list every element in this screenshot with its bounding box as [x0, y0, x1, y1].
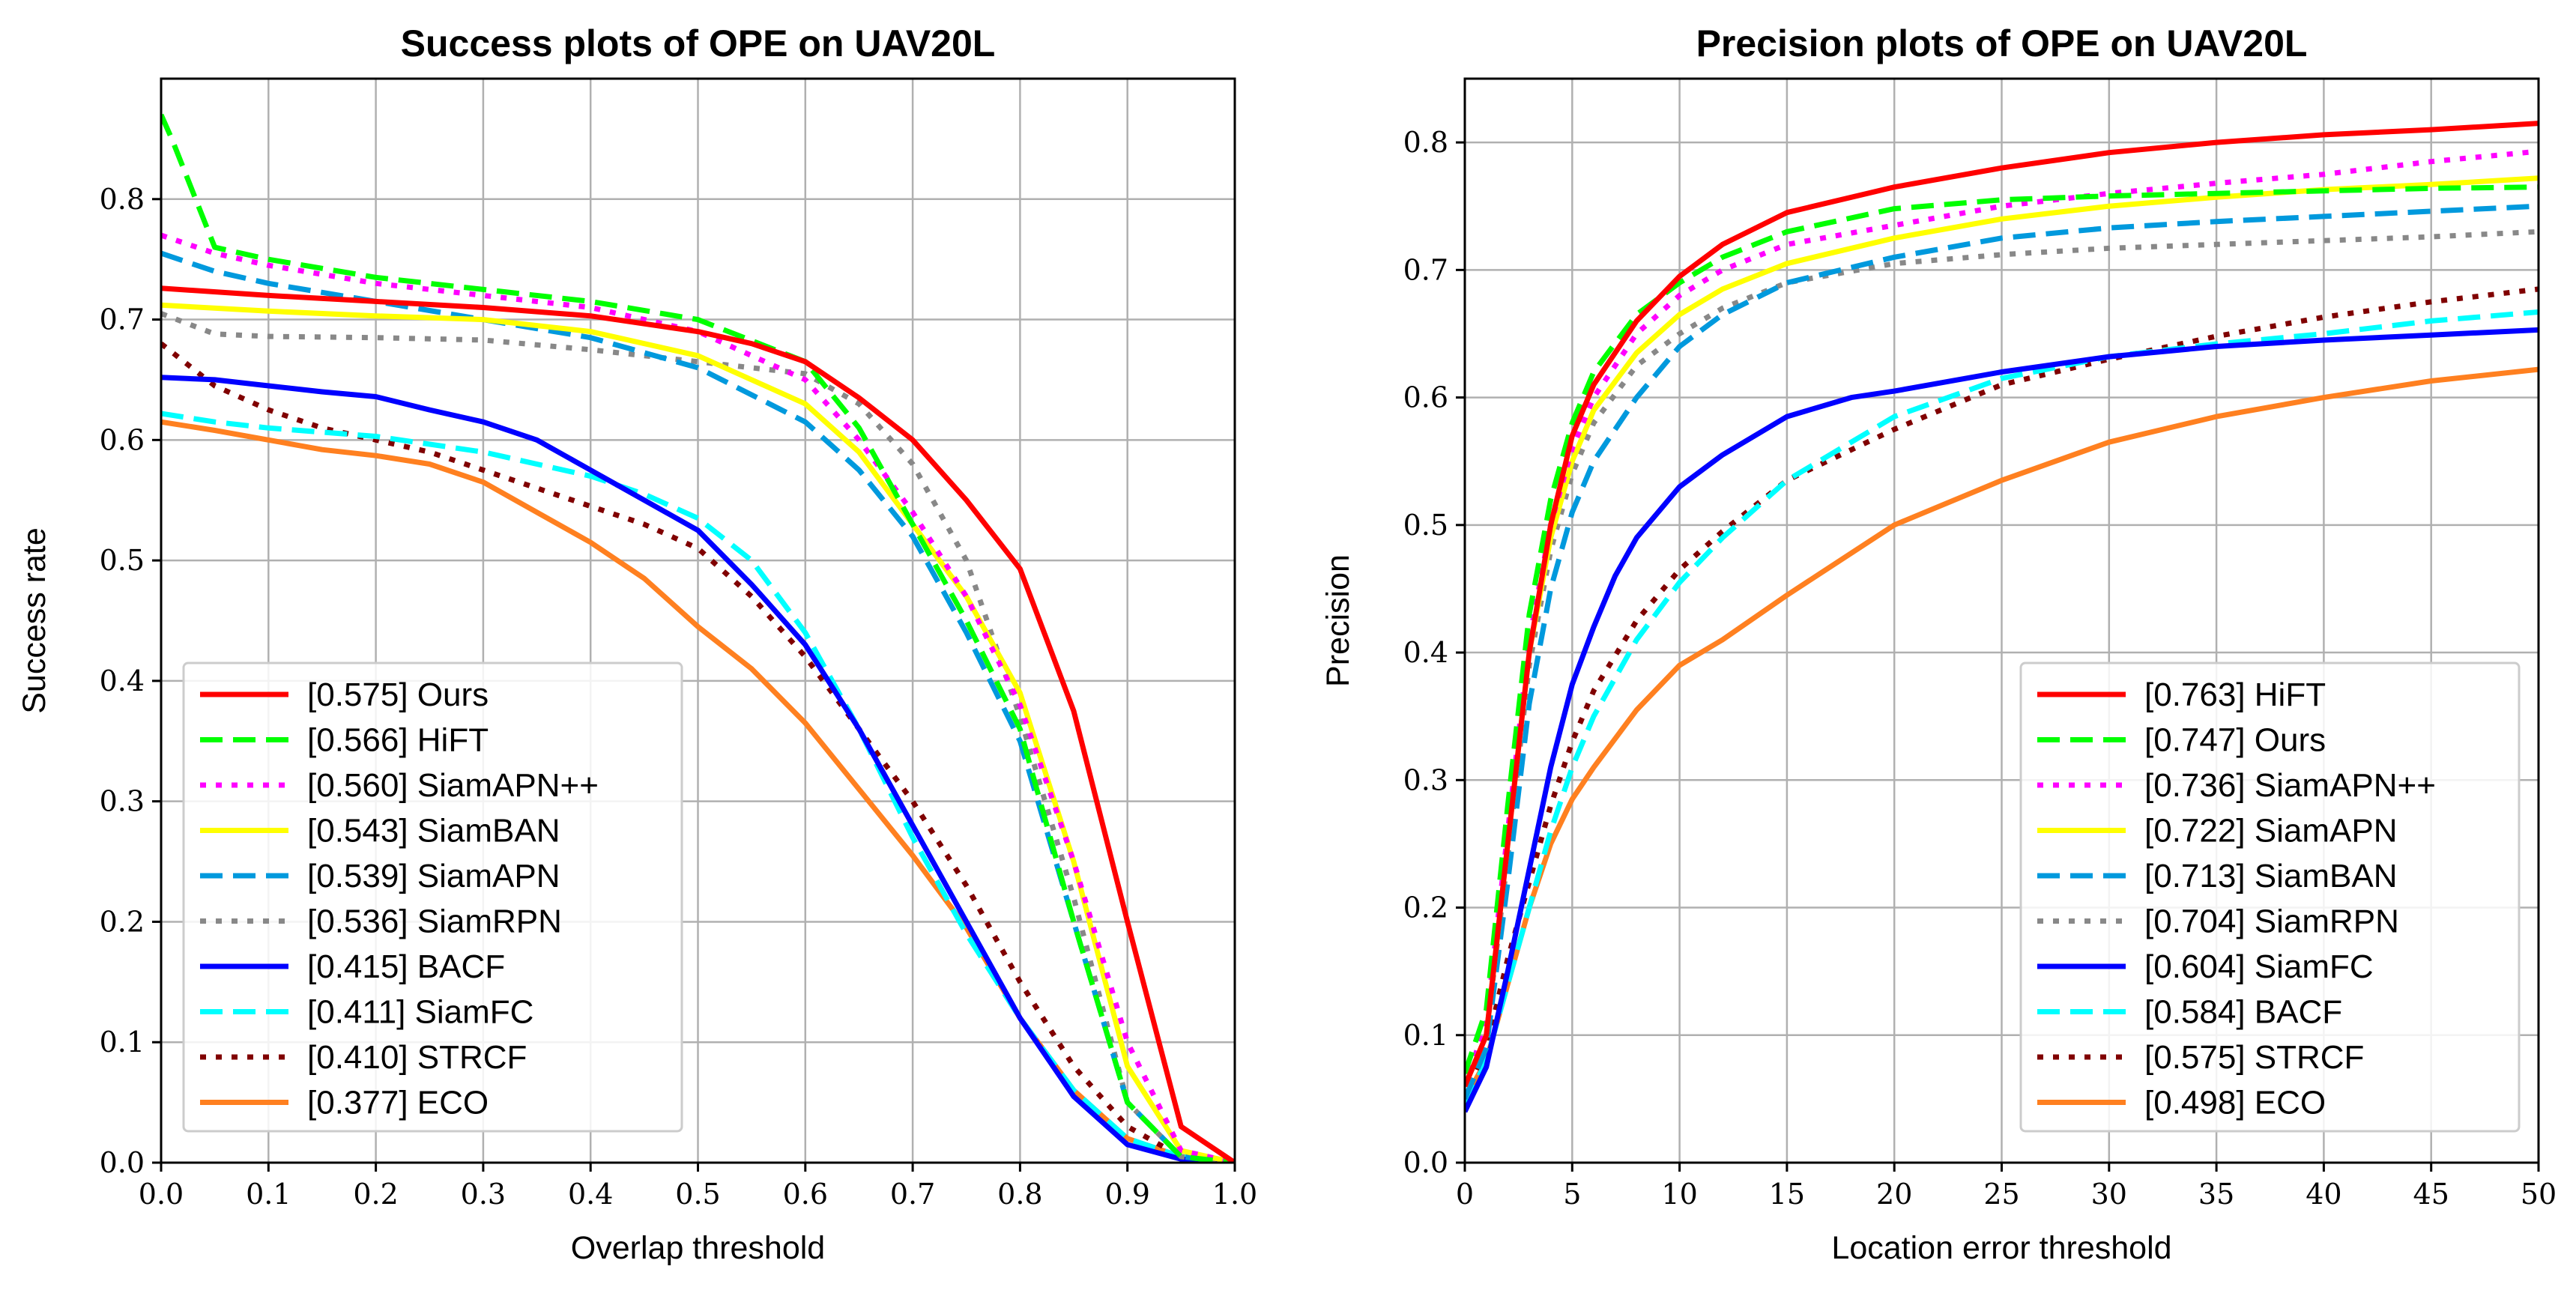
- y-tick-label: 0.6: [100, 423, 145, 456]
- legend-label: [0.498] ECO: [2144, 1085, 2326, 1121]
- y-tick-label: 0.1: [100, 1026, 145, 1059]
- x-tick-label: 0.0: [139, 1178, 184, 1211]
- y-tick-label: 0.1: [1403, 1019, 1448, 1052]
- chart-title: Success plots of OPE on UAV20L: [401, 22, 996, 64]
- y-tick-label: 0.2: [1403, 891, 1448, 924]
- legend-label: [0.722] SiamAPN: [2144, 813, 2398, 850]
- series-line: [1465, 309, 2539, 1106]
- x-tick-label: 0.7: [890, 1178, 935, 1211]
- x-tick-label: 0.1: [246, 1178, 291, 1211]
- y-tick-label: 0.8: [100, 183, 145, 216]
- x-tick-label: 0: [1456, 1178, 1474, 1211]
- x-tick-label: 35: [2198, 1178, 2234, 1211]
- x-tick-label: 0.4: [568, 1178, 613, 1211]
- x-tick-label: 50: [2521, 1178, 2557, 1211]
- legend-label: [0.736] SiamAPN++: [2144, 767, 2436, 804]
- x-tick-label: 10: [1661, 1178, 1697, 1211]
- legend-box: [182, 661, 683, 1133]
- y-tick-label: 0.4: [100, 664, 145, 697]
- success-plot-panel: 0.0 0.1 0.2 0.3 0.4 0.5 0.6 0.7 0.8 0.9 1.0 0.0 0.1 0…: [16, 22, 1257, 1266]
- x-axis-label: Overlap threshold: [571, 1230, 825, 1266]
- y-tick-label: 0.0: [1403, 1146, 1448, 1179]
- precision-plot-panel: 0 5 10 15 20 25 30 35 40 45 50 0.0 0.1 0.2 0.3 0.4 0.5 0.…: [1320, 22, 2557, 1266]
- legend-label: [0.575] STRCF: [2144, 1039, 2364, 1076]
- y-tick-label: 0.6: [1403, 381, 1448, 414]
- x-tick-label: 1.0: [1212, 1178, 1257, 1211]
- legend-label: [0.377] ECO: [307, 1085, 489, 1121]
- legend-label: [0.539] SiamAPN: [307, 858, 560, 894]
- series-line: [1465, 366, 2539, 1100]
- legend-label: [0.560] SiamAPN++: [307, 767, 599, 804]
- x-tick-label: 30: [2091, 1178, 2127, 1211]
- legend-label: [0.415] BACF: [307, 948, 505, 985]
- y-tick-label: 0.5: [1403, 509, 1448, 542]
- y-tick-label: 0.7: [1403, 253, 1448, 286]
- x-tick-label: 45: [2413, 1178, 2449, 1211]
- legend: [0.575] Ours [0.566] HiFT [0.560] SiamAPN+…: [182, 661, 683, 1133]
- series-group: [161, 113, 1235, 1163]
- series-line: [1465, 327, 2539, 1113]
- legend-label: [0.536] SiamRPN: [307, 903, 562, 940]
- y-tick-label: 0.3: [1403, 763, 1448, 796]
- series-line: [161, 375, 1235, 1163]
- series-line: [161, 250, 1235, 1163]
- series-line: [161, 311, 1235, 1163]
- y-axis-label: Success rate: [16, 527, 52, 714]
- x-tick-label: 15: [1769, 1178, 1805, 1211]
- y-tick-label: 0.8: [1403, 126, 1448, 159]
- legend-label: [0.747] Ours: [2144, 722, 2326, 759]
- legend-label: [0.410] STRCF: [307, 1039, 527, 1076]
- legend-label: [0.411] SiamFC: [307, 994, 533, 1031]
- x-tick-label: 0.2: [353, 1178, 398, 1211]
- series-line: [1465, 121, 2539, 1088]
- x-tick-label: 0.5: [675, 1178, 720, 1211]
- series-group: [1465, 121, 2539, 1113]
- y-tick-label: 0.3: [100, 785, 145, 818]
- y-tick-label: 0.0: [100, 1146, 145, 1179]
- legend-label: [0.543] SiamBAN: [307, 813, 560, 850]
- y-tick-label: 0.4: [1403, 636, 1448, 669]
- y-tick-label: 0.2: [100, 905, 145, 938]
- y-tick-label: 0.7: [100, 303, 145, 336]
- series-line: [161, 302, 1235, 1163]
- series-line: [1465, 184, 2539, 1074]
- x-tick-label: 0.6: [783, 1178, 828, 1211]
- chart-title: Precision plots of OPE on UAV20L: [1696, 22, 2308, 64]
- x-tick-label: 0.8: [997, 1178, 1042, 1211]
- legend: [0.763] HiFT [0.747] Ours [0.736] SiamAPN+…: [2019, 661, 2521, 1133]
- x-tick-label: 0.3: [461, 1178, 506, 1211]
- legend-label: [0.713] SiamBAN: [2144, 858, 2398, 894]
- legend-box: [2019, 661, 2521, 1133]
- legend-label: [0.604] SiamFC: [2144, 948, 2374, 985]
- legend-label: [0.575] Ours: [307, 676, 489, 713]
- legend-label: [0.566] HiFT: [307, 722, 489, 759]
- series-line: [161, 285, 1235, 1163]
- x-axis-label: Location error threshold: [1831, 1230, 2171, 1266]
- series-line: [161, 411, 1235, 1163]
- x-tick-label: 5: [1563, 1178, 1581, 1211]
- x-tick-label: 25: [1983, 1178, 2019, 1211]
- series-line: [1465, 203, 2539, 1100]
- legend-label: [0.704] SiamRPN: [2144, 903, 2399, 940]
- x-tick-label: 0.9: [1104, 1178, 1149, 1211]
- y-tick-label: 0.5: [100, 544, 145, 577]
- x-tick-label: 40: [2306, 1178, 2341, 1211]
- y-axis-label: Precision: [1320, 554, 1356, 687]
- legend-label: [0.763] HiFT: [2144, 676, 2326, 713]
- legend-label: [0.584] BACF: [2144, 994, 2342, 1031]
- x-tick-label: 20: [1876, 1178, 1912, 1211]
